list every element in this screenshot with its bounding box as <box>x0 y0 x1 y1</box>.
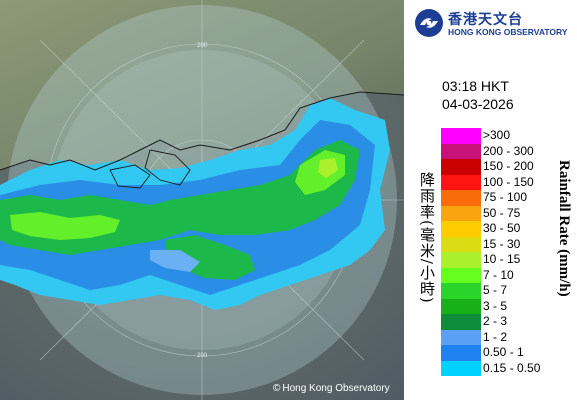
legend-label: 30 - 50 <box>483 221 521 235</box>
legend-row: 7 - 10 <box>441 267 556 283</box>
legend-row: 100 - 150 <box>441 174 556 190</box>
range-ring-label-bottom: 200 <box>197 353 208 359</box>
legend-label: 7 - 10 <box>483 267 514 282</box>
legend-swatch <box>441 283 481 299</box>
copyright-icon: © <box>273 383 281 394</box>
legend-swatch <box>441 314 481 330</box>
observation-time: 03:18 HKT <box>442 78 509 94</box>
copyright-notice: © Hong Kong Observatory <box>273 383 390 394</box>
legend-label: 1 - 2 <box>483 329 508 344</box>
legend-swatch <box>441 174 481 190</box>
rain-band-strong <box>10 212 120 240</box>
legend-swatch <box>441 329 481 345</box>
legend-swatch <box>441 159 481 175</box>
legend-row: 75 - 100 <box>441 190 556 206</box>
rain-band-strong-3 <box>318 158 338 178</box>
legend-label: 150 - 200 <box>483 159 534 173</box>
legend-label: 2 - 3 <box>483 314 508 328</box>
legend-label: 200 - 300 <box>483 143 534 158</box>
legend-row: 15 - 30 <box>441 236 556 252</box>
legend-row: 1 - 2 <box>441 329 556 345</box>
legend-row: 200 - 300 <box>441 143 556 159</box>
radar-map-image: 200 200 <box>0 0 404 400</box>
legend-label: 100 - 150 <box>483 174 534 189</box>
hko-logo-icon <box>415 9 443 37</box>
org-name-en: HONG KONG OBSERVATORY <box>448 27 568 37</box>
copyright-text: Hong Kong Observatory <box>282 383 390 394</box>
legend-swatch <box>441 190 481 206</box>
legend-row: 0.15 - 0.50 <box>441 360 556 376</box>
legend-label: >300 <box>483 128 511 142</box>
legend-label: 0.50 - 1 <box>483 345 524 359</box>
legend-swatch <box>441 360 481 376</box>
legend-row: 3 - 5 <box>441 298 556 314</box>
legend-swatch <box>441 205 481 221</box>
legend-label: 15 - 30 <box>483 236 521 251</box>
legend-swatch <box>441 236 481 252</box>
coastline <box>0 91 404 171</box>
legend-swatch <box>441 128 481 144</box>
hko-logo[interactable]: 香港天文台 HONG KONG OBSERVATORY <box>414 6 574 40</box>
legend-label: 75 - 100 <box>483 190 528 204</box>
info-panel: 香港天文台 HONG KONG OBSERVATORY 03:18 HKT 04… <box>404 0 577 400</box>
legend-row: 50 - 75 <box>441 205 556 221</box>
range-ring-label-top: 200 <box>197 43 208 49</box>
legend-swatch <box>441 267 481 283</box>
rainfall-legend: >300 200 - 300 150 - 200 100 - 150 75 - 100 5… <box>441 128 556 376</box>
rain-cell-southwest-light <box>150 250 200 272</box>
legend-row: 2 - 3 <box>441 314 556 330</box>
radar-map[interactable]: 200 200 © Hong Kong Observatory <box>0 0 404 400</box>
legend-row: 0.50 - 1 <box>441 345 556 361</box>
legend-row: >300 <box>441 128 556 144</box>
legend-row: 30 - 50 <box>441 221 556 237</box>
legend-row: 10 - 15 <box>441 252 556 268</box>
rainfall-unit-zh: 降雨率(毫米/小時) <box>418 172 436 304</box>
observation-date: 04-03-2026 <box>442 96 514 112</box>
legend-label: 0.15 - 0.50 <box>483 360 541 375</box>
legend-swatch <box>441 143 481 159</box>
legend-swatch <box>441 221 481 237</box>
legend-swatch <box>441 298 481 314</box>
legend-swatch <box>441 252 481 268</box>
legend-label: 5 - 7 <box>483 283 508 297</box>
legend-row: 5 - 7 <box>441 283 556 299</box>
legend-label: 50 - 75 <box>483 205 521 220</box>
legend-label: 10 - 15 <box>483 252 521 266</box>
legend-swatch <box>441 345 481 361</box>
legend-row: 150 - 200 <box>441 159 556 175</box>
coastline-islands <box>109 149 191 189</box>
legend-label: 3 - 5 <box>483 298 508 313</box>
org-name-zh: 香港天文台 <box>448 12 523 28</box>
rainfall-unit-en: Rainfall Rate (mm/h) <box>556 160 572 297</box>
